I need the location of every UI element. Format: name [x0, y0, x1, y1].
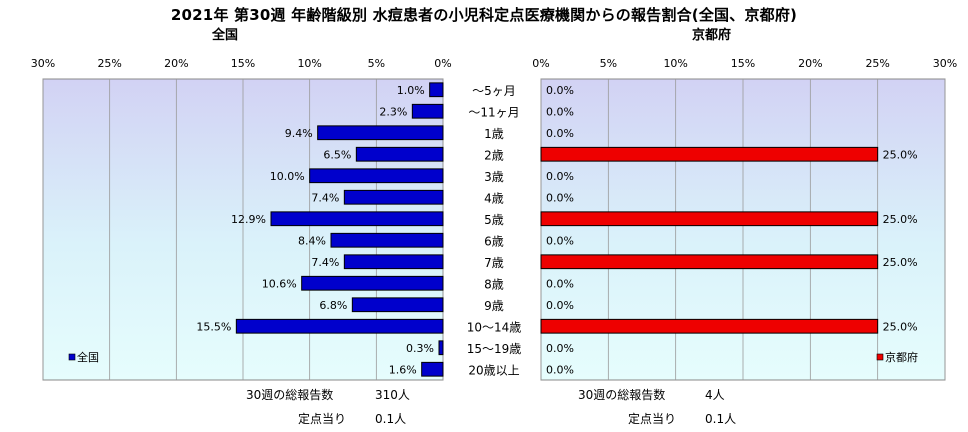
category-label: 10～14歳 — [467, 320, 522, 334]
kyoto-tick-label: 25% — [865, 57, 889, 70]
category-label: 8歳 — [484, 277, 504, 291]
national-value-label: 1.6% — [389, 363, 417, 376]
category-label: ～5ヶ月 — [472, 84, 516, 98]
national-value-label: 12.9% — [231, 213, 266, 226]
national-bar — [429, 82, 444, 98]
category-label: 6歳 — [484, 234, 504, 248]
national-value-label: 7.4% — [311, 256, 339, 269]
national-value-label: 9.4% — [285, 127, 313, 140]
kyoto-value-label: 25.0% — [883, 148, 918, 161]
category-label: 5歳 — [484, 213, 504, 227]
kyoto-value-label: 0.0% — [546, 84, 574, 97]
kyoto-value-label: 25.0% — [883, 320, 918, 333]
kyoto-tick-label: 10% — [663, 57, 687, 70]
kyoto-value-label: 0.0% — [546, 127, 574, 140]
kyoto-total-label: 30週の総報告数 — [578, 388, 666, 402]
national-tick-label: 25% — [97, 57, 121, 70]
national-tick-label: 15% — [231, 57, 255, 70]
category-label: 2歳 — [484, 148, 504, 162]
category-label: ～11ヶ月 — [468, 105, 519, 119]
national-tick-label: 20% — [164, 57, 188, 70]
national-bar — [411, 103, 444, 119]
national-legend-label: 全国 — [77, 350, 99, 364]
national-value-label: 0.3% — [406, 342, 434, 355]
national-bar — [235, 318, 444, 334]
kyoto-value-label: 0.0% — [546, 105, 574, 118]
national-value-label: 6.8% — [319, 299, 347, 312]
kyoto-panel-title: 京都府 — [692, 28, 732, 43]
kyoto-tick-label: 5% — [600, 57, 617, 70]
category-label: 3歳 — [484, 170, 504, 184]
kyoto-tick-label: 20% — [798, 57, 822, 70]
national-value-label: 1.0% — [397, 84, 425, 97]
kyoto-value-label: 25.0% — [883, 256, 918, 269]
national-value-label: 2.3% — [379, 105, 407, 118]
national-bar — [351, 297, 444, 313]
national-value-label: 7.4% — [311, 191, 339, 204]
kyoto-legend-swatch — [876, 353, 884, 361]
national-bar — [343, 254, 444, 270]
national-value-label: 10.6% — [262, 277, 297, 290]
kyoto-value-label: 0.0% — [546, 342, 574, 355]
national-bar — [270, 211, 444, 227]
kyoto-tick-label: 15% — [731, 57, 755, 70]
national-tick-label: 0% — [434, 57, 451, 70]
national-tick-label: 5% — [368, 57, 385, 70]
national-value-label: 15.5% — [196, 320, 231, 333]
national-bar — [301, 275, 444, 291]
kyoto-total-value: 4人 — [705, 388, 725, 402]
national-bar — [421, 361, 444, 377]
kyoto-value-label: 0.0% — [546, 170, 574, 183]
category-label: 1歳 — [484, 127, 504, 141]
national-bar — [438, 340, 444, 356]
kyoto-value-label: 0.0% — [546, 277, 574, 290]
kyoto-value-label: 25.0% — [883, 213, 918, 226]
kyoto-value-label: 0.0% — [546, 363, 574, 376]
kyoto-value-label: 0.0% — [546, 299, 574, 312]
national-bar — [355, 146, 444, 162]
chart-title: 2021年 第30週 年齢階級別 水痘患者の小児科定点医療機関からの報告割合(全… — [170, 6, 798, 24]
national-bar — [343, 189, 444, 205]
national-value-label: 10.0% — [270, 170, 305, 183]
kyoto-value-label: 0.0% — [546, 191, 574, 204]
national-per-site-label: 定点当り — [298, 412, 347, 426]
national-per-site-value: 0.1人 — [375, 412, 407, 426]
national-panel-title: 全国 — [212, 28, 239, 43]
kyoto-tick-label: 0% — [532, 57, 549, 70]
national-value-label: 8.4% — [298, 234, 326, 247]
national-bar — [330, 232, 444, 248]
kyoto-value-label: 0.0% — [546, 234, 574, 247]
kyoto-bar — [540, 211, 879, 227]
national-legend-swatch — [68, 353, 76, 361]
national-bar — [317, 125, 444, 141]
category-label: 20歳以上 — [468, 363, 519, 377]
kyoto-legend-label: 京都府 — [885, 350, 918, 364]
national-total-label: 30週の総報告数 — [246, 388, 334, 402]
kyoto-bar — [540, 146, 879, 162]
kyoto-per-site-value: 0.1人 — [705, 412, 737, 426]
category-label: 7歳 — [484, 256, 504, 270]
category-label: 9歳 — [484, 299, 504, 313]
kyoto-bar — [540, 254, 879, 270]
national-tick-label: 10% — [297, 57, 321, 70]
category-label: 15～19歳 — [467, 342, 522, 356]
national-value-label: 6.5% — [323, 148, 351, 161]
national-bar — [309, 168, 444, 184]
kyoto-per-site-label: 定点当り — [628, 412, 677, 426]
kyoto-tick-label: 30% — [933, 57, 957, 70]
category-label: 4歳 — [484, 191, 504, 205]
national-total-value: 310人 — [375, 388, 410, 402]
kyoto-bar — [540, 318, 879, 334]
national-tick-label: 30% — [31, 57, 55, 70]
